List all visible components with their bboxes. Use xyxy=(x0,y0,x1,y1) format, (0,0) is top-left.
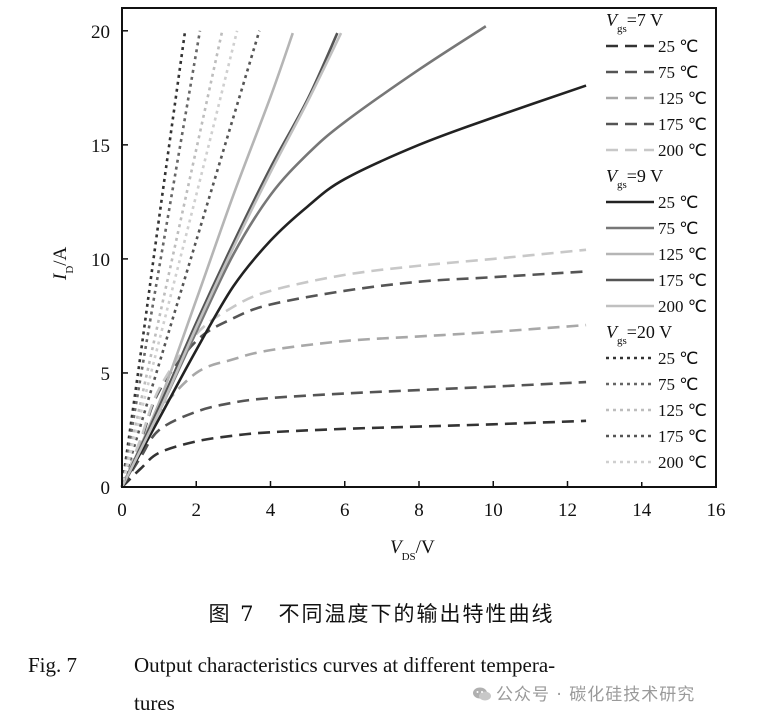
legend-entry-label: 25 ℃ xyxy=(658,349,698,368)
x-tick-label: 16 xyxy=(707,500,726,521)
legend-group-title: Vgs=9 V xyxy=(606,166,663,191)
y-tick-label: 15 xyxy=(91,136,110,157)
legend-entry-label: 25 ℃ xyxy=(658,37,698,56)
figure-caption-chinese: 图 7 不同温度下的输出特性曲线 xyxy=(208,602,555,626)
series-line-15 xyxy=(120,30,239,488)
x-tick-label: 14 xyxy=(632,500,652,521)
series-line-1 xyxy=(121,419,587,488)
x-tick-label: 6 xyxy=(340,500,350,521)
x-tick-label: 12 xyxy=(558,500,577,521)
legend-entry-label: 175 ℃ xyxy=(658,427,707,446)
y-tick-label: 0 xyxy=(101,478,111,499)
axis-layer: 0 2 4 6 8 10 12 14 16 0 5 10 15 20 VDS/V ID/A xyxy=(50,22,726,563)
series-line-12 xyxy=(120,30,202,488)
legend-group-title: Vgs=7 V xyxy=(606,10,663,35)
watermark: 公众号 · 碳化硅技术研究 xyxy=(472,680,695,705)
legend-entry-label: 200 ℃ xyxy=(658,297,707,316)
x-tick-label: 8 xyxy=(414,500,424,521)
series-layer xyxy=(120,25,587,488)
legend-entry-label: 175 ℃ xyxy=(658,271,707,290)
legend-entry-label: 125 ℃ xyxy=(658,401,707,420)
caption-line-1: Output characteristics curves at differe… xyxy=(134,653,556,677)
legend-entry-label: 25 ℃ xyxy=(658,193,698,212)
watermark-text: 公众号 · 碳化硅技术研究 xyxy=(496,685,696,705)
y-tick-label: 10 xyxy=(91,250,110,271)
series-line-14 xyxy=(120,30,261,488)
series-line-11 xyxy=(120,30,187,488)
legend-background xyxy=(600,10,715,482)
x-tick-label: 10 xyxy=(484,500,503,521)
legend: Vgs=7 V 25 ℃ 75 ℃ 125 ℃ 175 ℃ 200 ℃ Vgs=9 V 25 … xyxy=(600,10,715,482)
legend-entry-label: 125 ℃ xyxy=(658,89,707,108)
series-line-4 xyxy=(120,270,587,488)
legend-group-title: Vgs=20 V xyxy=(606,322,672,347)
caption-line-2: tures xyxy=(134,691,175,715)
series-line-10 xyxy=(120,32,343,488)
x-axis-label: VDS/V xyxy=(390,537,435,563)
wechat-icon xyxy=(473,687,491,701)
legend-entry-label: 200 ℃ xyxy=(658,453,707,472)
series-line-13 xyxy=(120,30,224,488)
output-characteristics-chart: 0 2 4 6 8 10 12 14 16 0 5 10 15 20 VDS/V ID/A Vgs=7 V 25… xyxy=(50,7,726,563)
legend-entry-label: 200 ℃ xyxy=(658,141,707,160)
x-tick-label: 0 xyxy=(117,500,127,521)
y-tick-label: 5 xyxy=(101,364,111,385)
legend-entry-label: 175 ℃ xyxy=(658,115,707,134)
y-tick-label: 20 xyxy=(91,22,110,43)
legend-entry-label: 75 ℃ xyxy=(658,375,698,394)
legend-entry-label: 75 ℃ xyxy=(658,219,698,238)
x-tick-label: 2 xyxy=(192,500,202,521)
series-line-5 xyxy=(120,248,587,488)
x-tick-label: 4 xyxy=(266,500,276,521)
legend-entry-label: 125 ℃ xyxy=(658,245,707,264)
series-line-6 xyxy=(120,84,587,488)
series-line-2 xyxy=(120,380,587,488)
figure-caption-english: Fig. 7 Output characteristics curves at d… xyxy=(28,646,748,722)
series-line-3 xyxy=(120,323,587,488)
series-line-8 xyxy=(120,32,295,488)
y-axis-label: ID/A xyxy=(50,246,76,281)
series-line-7 xyxy=(120,25,487,488)
legend-entry-label: 75 ℃ xyxy=(658,63,698,82)
figure-number: Fig. 7 xyxy=(28,653,78,677)
